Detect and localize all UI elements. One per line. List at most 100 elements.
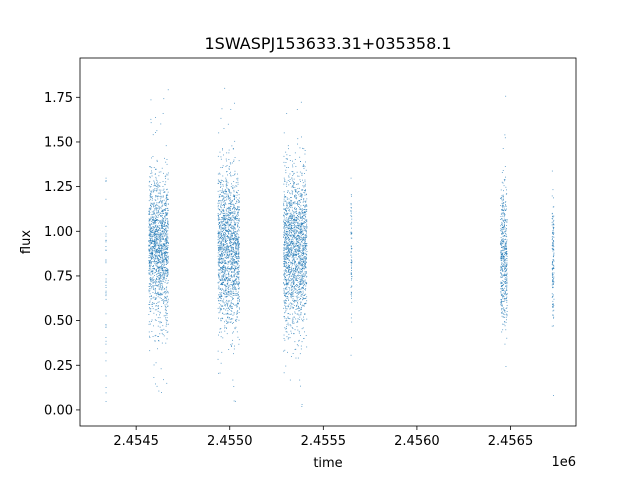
data-point	[304, 246, 306, 248]
data-point	[155, 247, 157, 249]
data-point	[220, 183, 222, 185]
data-point	[228, 289, 230, 290]
data-point	[295, 263, 297, 265]
data-point	[161, 392, 162, 393]
data-point	[296, 239, 298, 241]
data-point	[236, 277, 238, 279]
data-point	[167, 172, 169, 174]
data-point	[217, 245, 219, 247]
data-point	[233, 331, 234, 333]
data-point	[218, 275, 220, 276]
data-point	[506, 270, 507, 272]
data-point	[166, 173, 168, 175]
data-point	[304, 229, 306, 231]
data-point	[231, 266, 232, 267]
data-point	[237, 179, 239, 181]
data-point	[234, 273, 236, 275]
data-point	[295, 242, 297, 244]
data-point	[237, 297, 239, 299]
data-point	[222, 251, 223, 252]
data-point	[158, 336, 159, 337]
data-point	[159, 256, 161, 257]
data-point	[227, 232, 229, 234]
data-point	[148, 323, 150, 325]
data-point	[165, 195, 167, 197]
data-point	[233, 294, 235, 296]
data-point	[165, 297, 166, 299]
data-point	[151, 257, 153, 259]
data-point	[166, 297, 167, 299]
data-point	[284, 265, 286, 267]
data-point	[291, 286, 292, 288]
data-point	[302, 287, 304, 288]
data-point	[350, 272, 352, 274]
data-point	[223, 215, 225, 216]
data-point	[164, 268, 166, 270]
data-point	[228, 272, 230, 274]
data-point	[164, 258, 166, 260]
data-point	[223, 230, 224, 231]
data-point	[299, 250, 300, 251]
data-point	[306, 258, 307, 259]
data-point	[294, 227, 296, 229]
data-point	[155, 176, 157, 178]
data-point	[285, 328, 287, 330]
data-point	[157, 204, 159, 206]
data-point	[283, 273, 285, 275]
data-point	[288, 249, 290, 251]
data-point	[225, 224, 227, 226]
data-point	[221, 263, 223, 264]
data-point	[299, 196, 301, 197]
data-point	[154, 234, 156, 236]
data-point	[236, 306, 238, 308]
data-point	[148, 218, 150, 220]
data-point	[293, 254, 294, 255]
data-point	[233, 276, 235, 278]
data-point	[161, 196, 163, 198]
data-point	[166, 159, 168, 160]
data-point	[226, 236, 228, 237]
data-point	[148, 269, 150, 271]
data-point	[292, 256, 294, 258]
data-point	[231, 212, 233, 213]
data-point	[292, 307, 294, 309]
data-point	[304, 250, 306, 252]
data-point	[227, 249, 229, 250]
data-point	[166, 305, 168, 307]
data-point	[232, 318, 234, 320]
data-point	[302, 320, 304, 321]
data-point	[285, 183, 287, 185]
data-point	[231, 276, 233, 278]
data-point	[229, 215, 231, 217]
data-point	[504, 179, 506, 181]
data-point	[304, 201, 306, 202]
data-point	[161, 259, 163, 261]
data-point	[305, 244, 307, 246]
data-point	[226, 215, 228, 217]
data-point	[165, 233, 166, 235]
data-point	[230, 109, 232, 110]
data-point	[238, 197, 240, 199]
data-point	[233, 283, 234, 285]
data-point	[291, 262, 293, 264]
data-point	[165, 220, 166, 221]
data-point	[157, 260, 159, 262]
data-point	[291, 220, 293, 222]
data-point	[219, 254, 221, 256]
data-point	[283, 289, 285, 291]
data-point	[227, 305, 228, 307]
data-point	[165, 238, 167, 240]
data-point	[161, 252, 163, 253]
data-point	[293, 276, 295, 278]
data-point	[302, 204, 304, 206]
data-point	[160, 212, 162, 214]
data-point	[295, 237, 297, 239]
data-point	[238, 270, 240, 272]
data-point	[218, 233, 220, 235]
data-point	[227, 195, 229, 196]
data-point	[284, 260, 285, 262]
data-point	[288, 271, 290, 273]
data-point	[165, 313, 167, 315]
data-point	[238, 319, 240, 321]
data-point	[156, 190, 158, 192]
